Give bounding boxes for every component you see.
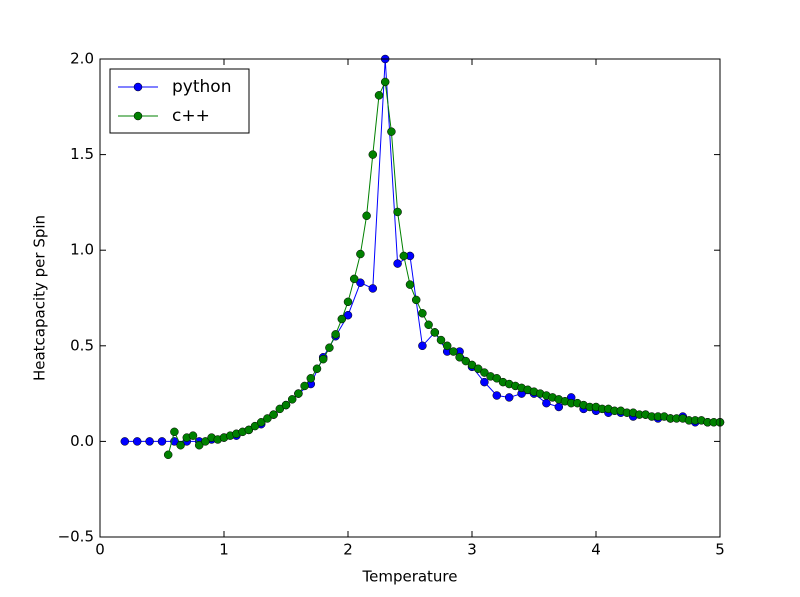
data-point — [492, 374, 502, 383]
data-point — [244, 425, 254, 435]
y-tick-label: 2.0 — [70, 50, 94, 68]
data-point — [455, 353, 464, 362]
data-point — [405, 280, 415, 289]
data-point — [362, 211, 371, 221]
data-point — [473, 364, 483, 373]
x-tick-label: 0 — [95, 541, 105, 559]
data-point — [442, 341, 452, 351]
data-point — [504, 393, 514, 402]
legend-label: python — [172, 77, 231, 97]
x-axis-label: Temperature — [361, 568, 457, 586]
data-point — [294, 389, 303, 398]
data-point — [256, 418, 266, 427]
data-point — [163, 450, 173, 460]
y-tick-label: 1.0 — [70, 241, 94, 259]
data-point — [300, 381, 309, 391]
x-tick-label: 4 — [591, 541, 601, 559]
data-point — [263, 414, 272, 423]
y-tick-label: 0.0 — [70, 432, 94, 450]
data-point — [449, 347, 458, 356]
data-point — [368, 150, 378, 159]
data-point — [120, 437, 130, 446]
y-tick-label: 1.5 — [70, 145, 94, 163]
data-point — [418, 341, 427, 351]
data-point — [480, 377, 489, 387]
data-point — [554, 402, 564, 412]
data-point — [399, 251, 409, 261]
data-point — [287, 395, 297, 404]
data-point — [467, 360, 477, 370]
y-tick-label: −0.5 — [58, 528, 94, 546]
data-point — [411, 295, 421, 305]
data-point — [176, 440, 185, 450]
data-point — [318, 354, 328, 364]
data-point — [269, 410, 278, 419]
data-point — [424, 320, 433, 330]
data-point — [157, 437, 167, 446]
data-point — [436, 335, 446, 345]
data-point — [418, 309, 427, 318]
data-point — [356, 278, 365, 287]
data-point — [337, 314, 347, 324]
x-tick-label: 1 — [219, 541, 229, 559]
data-point — [356, 249, 365, 259]
legend: python c++ — [109, 68, 250, 134]
data-point — [393, 259, 402, 268]
data-point — [250, 421, 260, 431]
y-axis-label: Heatcapacity per Spin — [31, 215, 49, 381]
data-point — [387, 127, 396, 136]
plot-frame — [99, 58, 721, 538]
legend-box — [109, 68, 250, 134]
data-point — [480, 368, 489, 377]
x-tick-label: 5 — [715, 541, 725, 559]
data-point — [325, 343, 334, 352]
data-point — [145, 437, 154, 446]
data-point — [542, 398, 551, 408]
legend-marker — [133, 111, 143, 121]
data-point — [380, 77, 390, 87]
data-point — [331, 330, 340, 339]
x-tick-label: 2 — [343, 541, 353, 559]
data-point — [343, 297, 353, 307]
data-point — [306, 374, 316, 383]
legend-marker — [133, 82, 143, 92]
data-point — [461, 356, 471, 366]
data-point — [374, 91, 384, 100]
data-point — [492, 391, 502, 400]
y-tick-label: 0.5 — [70, 336, 94, 354]
data-point — [343, 310, 353, 320]
data-point — [201, 437, 210, 446]
legend-label: c++ — [172, 106, 210, 126]
data-point — [349, 274, 359, 284]
data-point — [170, 427, 179, 437]
data-point — [393, 207, 402, 217]
data-point — [430, 328, 440, 337]
x-tick-label: 3 — [467, 541, 477, 559]
data-point — [368, 284, 378, 293]
data-point — [281, 400, 291, 410]
data-point — [275, 404, 285, 414]
data-point — [194, 440, 204, 450]
data-point — [188, 431, 198, 440]
data-point — [312, 364, 322, 373]
data-point — [132, 437, 142, 446]
